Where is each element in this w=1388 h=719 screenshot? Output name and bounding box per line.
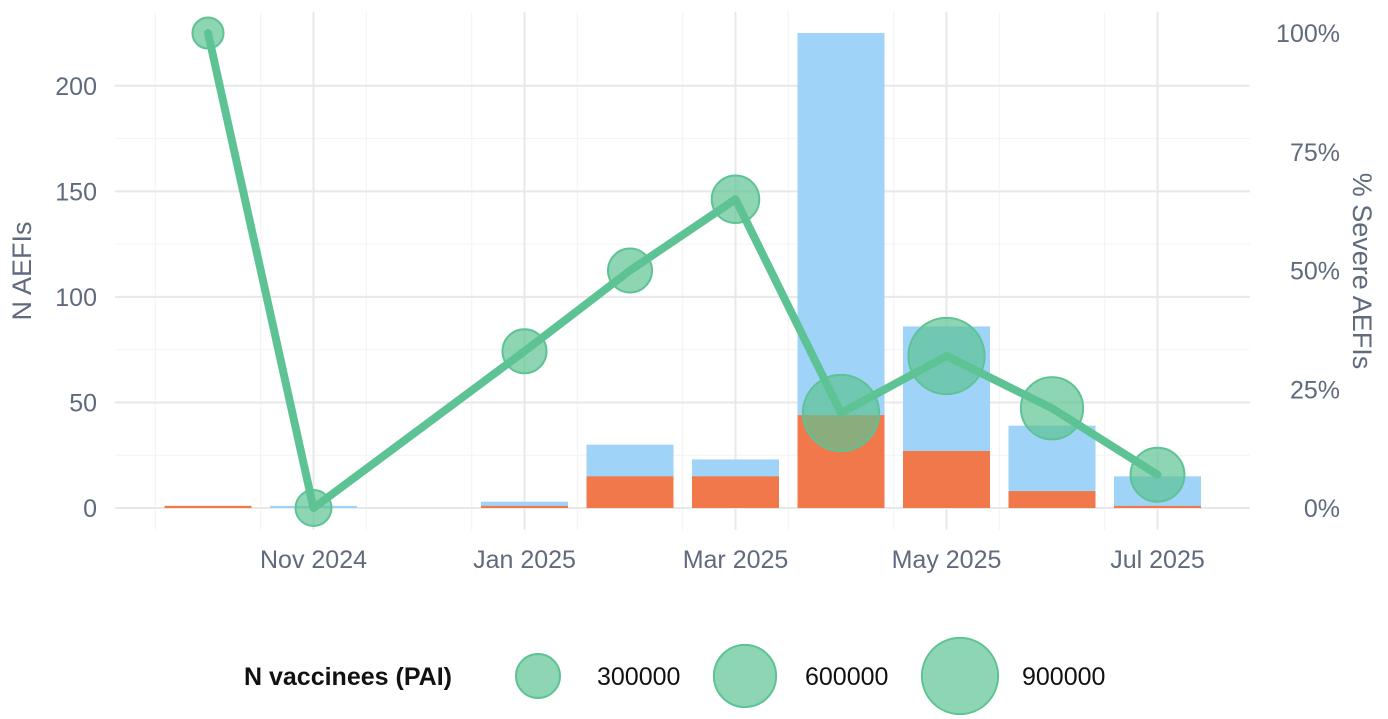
severe-percent-point bbox=[801, 373, 881, 453]
bar-severe bbox=[164, 505, 252, 508]
x-axis-ticks: Nov 2024 Jan 2025 Mar 2025 May 2025 Jul 2025 bbox=[260, 546, 1205, 574]
severe-percent-point bbox=[1019, 376, 1085, 441]
y-tick-label: 50 bbox=[69, 389, 97, 417]
y2-tick-label: 25% bbox=[1290, 376, 1340, 404]
severe-percent-point bbox=[907, 316, 986, 396]
legend-title: N vaccinees (PAI) bbox=[244, 663, 452, 691]
severe-percent-point bbox=[607, 247, 653, 294]
legend-entry-label: 900000 bbox=[1022, 663, 1105, 691]
y-axis-left-title: N AEFIs bbox=[7, 221, 37, 320]
legend-entry-label: 600000 bbox=[805, 663, 888, 691]
legend: N vaccinees (PAI) 300000 600000 900000 bbox=[244, 636, 1105, 716]
legend-entry-label: 300000 bbox=[597, 663, 680, 691]
bar-severe bbox=[481, 505, 568, 508]
y-axis-right-ticks: 0% 25% 50% 75% 100% bbox=[1276, 20, 1340, 523]
y2-tick-label: 0% bbox=[1304, 495, 1340, 523]
bar-severe bbox=[692, 476, 779, 508]
x-tick-label: Mar 2025 bbox=[683, 546, 789, 574]
x-tick-label: May 2025 bbox=[892, 546, 1002, 574]
x-tick-label: Jan 2025 bbox=[473, 546, 576, 574]
legend-key-circle bbox=[515, 653, 561, 699]
y-tick-label: 100 bbox=[55, 284, 97, 312]
y-tick-label: 200 bbox=[55, 73, 97, 101]
severe-percent-point bbox=[501, 328, 548, 375]
severe-percent-points bbox=[191, 16, 1186, 527]
x-tick-label: Nov 2024 bbox=[260, 546, 367, 574]
x-tick-label: Jul 2025 bbox=[1110, 546, 1205, 574]
legend-key-circle bbox=[920, 636, 1000, 716]
bar-severe bbox=[903, 451, 990, 508]
severe-percent-point bbox=[1129, 446, 1186, 503]
y-tick-label: 150 bbox=[55, 178, 97, 206]
bar-severe bbox=[586, 476, 674, 508]
severe-percent-point bbox=[191, 16, 225, 50]
y2-tick-label: 100% bbox=[1276, 20, 1340, 48]
y2-tick-label: 50% bbox=[1290, 258, 1340, 286]
severe-percent-point bbox=[294, 489, 333, 527]
y-axis-right-title: % Severe AEFIs bbox=[1347, 173, 1377, 370]
severe-percent-point bbox=[710, 174, 761, 225]
bar-severe bbox=[1008, 491, 1096, 508]
bar-severe bbox=[1114, 505, 1201, 508]
bar-total bbox=[481, 501, 568, 508]
y-axis-left-ticks: 0 50 100 150 200 bbox=[55, 73, 97, 523]
legend-key-circle bbox=[712, 643, 778, 709]
bars-severe bbox=[164, 415, 1201, 508]
y-tick-label: 0 bbox=[83, 495, 97, 523]
y2-tick-label: 75% bbox=[1290, 139, 1340, 167]
